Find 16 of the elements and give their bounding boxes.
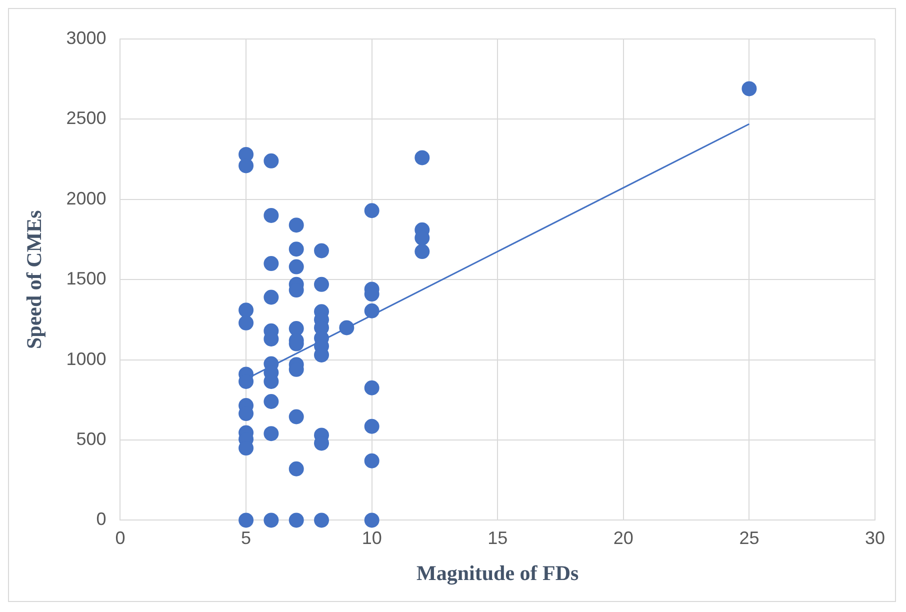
x-tick-label: 20 [613, 528, 634, 548]
x-tick-label: 30 [864, 528, 886, 548]
y-axis-title: Speed of CMEs [22, 210, 46, 350]
y-tick-label: 2000 [66, 188, 106, 208]
x-axis-title: Magnitude of FDs [416, 560, 579, 585]
x-tick-label: 10 [362, 528, 382, 548]
y-tick-label: 1000 [66, 348, 106, 369]
y-tick-label: 3000 [66, 28, 106, 48]
x-tick-label: 25 [739, 528, 760, 548]
y-tick-label: 2500 [66, 108, 106, 128]
y-tick-label: 1500 [66, 268, 106, 289]
x-tick-label: 0 [115, 528, 126, 548]
x-tick-label: 15 [488, 528, 508, 548]
y-tick-label: 0 [96, 509, 106, 530]
y-tick-label: 500 [76, 428, 106, 449]
x-tick-label: 5 [241, 528, 252, 548]
